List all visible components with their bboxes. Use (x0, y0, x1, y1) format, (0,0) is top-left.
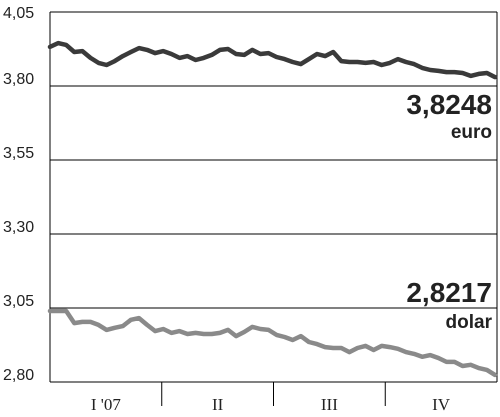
y-tick-label: 3,05 (3, 293, 34, 310)
series-line (47, 308, 498, 378)
series-end-value: 2,8217 (406, 277, 492, 308)
series-end-value: 3,8248 (406, 89, 492, 120)
y-tick-label: 3,30 (3, 219, 34, 236)
y-tick-label: 2,80 (3, 367, 34, 384)
y-tick-label: 4,05 (3, 5, 34, 22)
series-name: dolar (446, 312, 493, 333)
x-tick-label: I '07 (91, 395, 121, 414)
series-line (47, 40, 498, 80)
x-tick-label: II (212, 395, 224, 414)
x-tick-label: IV (432, 395, 451, 414)
x-tick-label: III (321, 395, 338, 414)
y-tick-label: 3,55 (3, 145, 34, 162)
series-name: euro (451, 122, 492, 143)
y-tick-label: 3,80 (3, 71, 34, 88)
